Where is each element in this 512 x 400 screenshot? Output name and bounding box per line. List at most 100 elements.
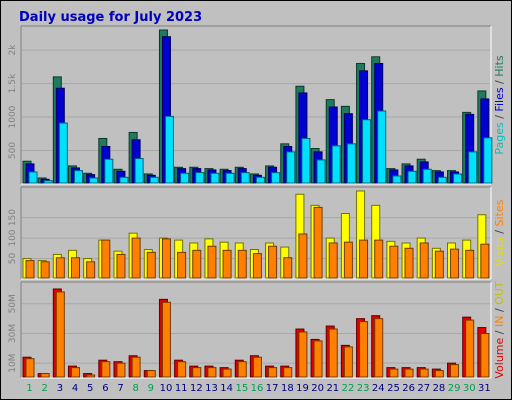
- bar-sites-day-13: [207, 245, 217, 279]
- bar-sites-day-10: [161, 238, 171, 279]
- day-label: 23: [357, 383, 370, 394]
- side-label-part: /: [493, 226, 506, 237]
- bar-in-day-13: [207, 367, 217, 378]
- bar-sites-day-23: [359, 239, 369, 279]
- bar-in-day-7: [116, 362, 126, 378]
- panel-2-tick-label: 10M: [8, 354, 18, 373]
- bar-pages-day-29: [453, 173, 463, 184]
- bar-sites-day-7: [116, 253, 126, 279]
- bar-pages-day-3: [58, 122, 68, 184]
- bar-in-day-22: [343, 346, 353, 378]
- day-label: 20: [311, 383, 324, 394]
- side-label-part: OUT: [493, 281, 506, 305]
- day-label: 18: [281, 383, 294, 394]
- bar-in-day-10: [161, 301, 171, 378]
- bar-pages-day-28: [437, 176, 447, 184]
- bar-pages-day-19: [301, 137, 311, 184]
- bar-in-day-1: [25, 358, 35, 378]
- day-label: 16: [251, 383, 264, 394]
- bar-in-day-3: [55, 291, 65, 378]
- bar-in-day-15: [237, 361, 247, 378]
- side-label-part: /: [493, 305, 506, 316]
- bar-in-day-4: [70, 367, 80, 378]
- bar-in-day-16: [252, 356, 262, 378]
- bar-in-day-27: [419, 368, 429, 378]
- bar-sites-day-4: [70, 257, 80, 279]
- panel-0-tick-label: 1000: [8, 105, 18, 128]
- day-label: 10: [160, 383, 173, 394]
- day-label: 13: [205, 383, 218, 394]
- bar-pages-day-20: [316, 159, 326, 184]
- panel-0-tick-label: 2k: [8, 44, 18, 56]
- day-label: 11: [175, 383, 188, 394]
- bar-pages-day-21: [331, 145, 341, 184]
- bar-pages-day-14: [225, 172, 235, 184]
- bar-pages-day-25: [392, 175, 402, 184]
- day-label: 2: [42, 383, 48, 394]
- bar-sites-day-22: [343, 241, 353, 279]
- day-label: 9: [148, 383, 154, 394]
- bar-sites-day-27: [419, 242, 429, 279]
- day-label: 19: [296, 383, 309, 394]
- side-label-part: /: [493, 112, 506, 123]
- bar-pages-day-11: [180, 172, 190, 184]
- day-label: 29: [448, 383, 461, 394]
- bar-pages-day-30: [468, 151, 478, 184]
- day-label: 12: [190, 383, 203, 394]
- bar-sites-day-12: [192, 249, 202, 279]
- side-label-bottom: Volume / IN / OUT: [493, 281, 506, 379]
- bar-sites-day-14: [222, 249, 232, 279]
- day-label: 27: [417, 383, 430, 394]
- panel-2-tick-label: 50M: [8, 294, 18, 313]
- bar-in-day-19: [298, 331, 308, 378]
- bar-pages-day-5: [89, 177, 99, 184]
- side-label-part: /: [493, 77, 506, 88]
- bar-pages-day-9: [149, 176, 159, 184]
- panel-0-tick-label: 1.5k: [8, 73, 18, 93]
- bar-sites-day-2: [40, 261, 50, 279]
- side-label-middle: Visits / Sites: [493, 199, 506, 266]
- bar-sites-day-5: [86, 261, 96, 279]
- bar-pages-day-24: [377, 110, 387, 184]
- bar-sites-day-3: [55, 257, 65, 279]
- bar-pages-day-31: [483, 137, 493, 184]
- bar-pages-day-1: [28, 171, 38, 184]
- day-label: 5: [87, 383, 93, 394]
- bar-sites-day-17: [268, 245, 278, 279]
- bar-pages-day-7: [119, 176, 129, 184]
- panel-1-tick-label: 150: [8, 209, 18, 226]
- bar-pages-day-23: [362, 119, 372, 184]
- bar-in-day-25: [389, 368, 399, 378]
- bar-pages-day-6: [104, 158, 114, 184]
- day-label: 14: [220, 383, 233, 394]
- bar-sites-day-28: [434, 250, 444, 279]
- bar-in-day-18: [283, 367, 293, 378]
- day-label: 1: [26, 383, 32, 394]
- day-label: 24: [372, 383, 385, 394]
- day-label: 21: [326, 383, 339, 394]
- day-label: 26: [402, 383, 415, 394]
- day-label: 6: [102, 383, 108, 394]
- bar-in-day-24: [374, 318, 384, 378]
- bar-in-day-29: [450, 364, 460, 378]
- day-label: 31: [478, 383, 491, 394]
- bar-sites-day-31: [480, 243, 490, 279]
- bar-pages-day-10: [164, 115, 174, 184]
- bar-sites-day-29: [450, 248, 460, 279]
- bar-in-day-8: [131, 356, 141, 378]
- bar-pages-day-22: [346, 143, 356, 184]
- day-label: 28: [433, 383, 446, 394]
- side-label-part: Hits: [493, 55, 506, 77]
- side-label-part: Sites: [493, 199, 506, 226]
- side-label-part: Pages: [493, 122, 506, 155]
- day-label: 15: [235, 383, 248, 394]
- bar-in-day-17: [268, 367, 278, 378]
- bar-sites-day-9: [146, 251, 156, 279]
- day-label: 7: [117, 383, 123, 394]
- bar-pages-day-17: [271, 172, 281, 184]
- bar-pages-day-12: [195, 172, 205, 184]
- bar-pages-day-16: [255, 176, 265, 184]
- bar-sites-day-24: [374, 239, 384, 279]
- bar-pages-day-27: [422, 168, 432, 184]
